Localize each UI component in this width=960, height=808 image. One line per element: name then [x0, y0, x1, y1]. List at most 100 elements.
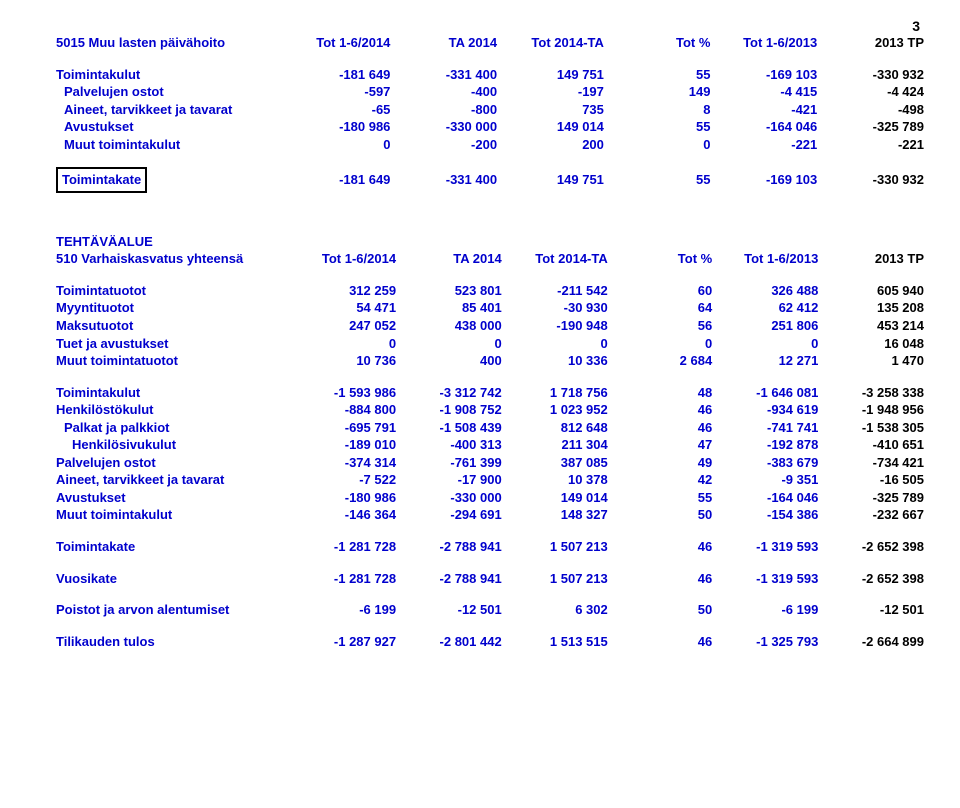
cell: -2 664 899 [824, 633, 930, 651]
cell: -325 789 [824, 489, 930, 507]
cell: 1 470 [824, 352, 930, 370]
cell: 0 [718, 335, 824, 353]
cell: 135 208 [824, 299, 930, 317]
cell: -1 319 593 [718, 570, 824, 588]
cell: 48 [614, 384, 718, 402]
table-row: Palkat ja palkkiot-695 791-1 508 439812 … [50, 419, 930, 437]
cell: -211 542 [508, 282, 614, 300]
cell: 1 507 213 [508, 570, 614, 588]
table-row: Aineet, tarvikkeet ja tavarat-65-8007358… [50, 101, 930, 119]
cell: -331 400 [396, 66, 503, 84]
cell: 211 304 [508, 436, 614, 454]
cell: -294 691 [402, 506, 508, 524]
cell: -197 [503, 83, 610, 101]
cell: 50 [614, 601, 718, 619]
row-label: Avustukset [50, 118, 290, 136]
table-row: Avustukset-180 986-330 000149 01455-164 … [50, 489, 930, 507]
cell: -734 421 [824, 454, 930, 472]
cell: -17 900 [402, 471, 508, 489]
cell: -232 667 [824, 506, 930, 524]
cell: 605 940 [824, 282, 930, 300]
cell: 1 513 515 [508, 633, 614, 651]
cell: 55 [614, 489, 718, 507]
cell: -934 619 [718, 401, 824, 419]
table-row: Henkilöstökulut-884 800-1 908 7521 023 9… [50, 401, 930, 419]
cell: 8 [610, 101, 717, 119]
cell: 16 048 [824, 335, 930, 353]
row-label: Muut toimintatuotot [50, 352, 296, 370]
cell: 42 [614, 471, 718, 489]
toimintakate-row: Toimintakate -1 281 728 -2 788 941 1 507… [50, 538, 930, 556]
cell: 0 [508, 335, 614, 353]
cell: -164 046 [716, 118, 823, 136]
table-row: Muut toimintatuotot10 73640010 3362 6841… [50, 352, 930, 370]
tulos-row: Tilikauden tulos -1 287 927 -2 801 442 1… [50, 633, 930, 651]
row-label: Tuet ja avustukset [50, 335, 296, 353]
cell: -12 501 [824, 601, 930, 619]
toimintakate-label: Toimintakate [56, 167, 147, 193]
cell: -331 400 [396, 167, 503, 193]
cell: -2 652 398 [824, 538, 930, 556]
cell: -325 789 [823, 118, 930, 136]
cell: -180 986 [290, 118, 397, 136]
cell: -421 [716, 101, 823, 119]
cell: 812 648 [508, 419, 614, 437]
cell: -169 103 [716, 66, 823, 84]
col-header: 2013 TP [824, 250, 930, 268]
cell: -3 312 742 [402, 384, 508, 402]
cell: -383 679 [718, 454, 824, 472]
row-label: Myyntituotot [50, 299, 296, 317]
cell: 55 [610, 167, 717, 193]
cell: -30 930 [508, 299, 614, 317]
cell: 10 378 [508, 471, 614, 489]
cell: -146 364 [296, 506, 402, 524]
col-header: Tot % [614, 250, 718, 268]
cell: -2 652 398 [824, 570, 930, 588]
col-header: Tot 2014-TA [508, 250, 614, 268]
cell: -169 103 [716, 167, 823, 193]
cell: 55 [610, 66, 717, 84]
cell: 54 471 [296, 299, 402, 317]
cell: -330 000 [396, 118, 503, 136]
cell: -695 791 [296, 419, 402, 437]
cell: 10 736 [296, 352, 402, 370]
poistot-row: Poistot ja arvon alentumiset -6 199 -12 … [50, 601, 930, 619]
cell: -154 386 [718, 506, 824, 524]
cell: 251 806 [718, 317, 824, 335]
cell: 149 751 [503, 66, 610, 84]
cell: 326 488 [718, 282, 824, 300]
cell: 312 259 [296, 282, 402, 300]
cell: -192 878 [718, 436, 824, 454]
table-row: Myyntituotot54 47185 401-30 9306462 4121… [50, 299, 930, 317]
row-label: Palvelujen ostot [50, 454, 296, 472]
cell: -597 [290, 83, 397, 101]
row-label: Maksutuotot [50, 317, 296, 335]
cell: 735 [503, 101, 610, 119]
table-section-2: TEHTÄVÄALUE 510 Varhaiskasvatus yhteensä… [50, 233, 930, 650]
col-header: Tot 1-6/2014 [296, 250, 402, 268]
cell: 149 751 [503, 167, 610, 193]
cell: -180 986 [296, 489, 402, 507]
row-label: Vuosikate [50, 570, 296, 588]
row-label: Henkilösivukulut [50, 436, 296, 454]
cell: 12 271 [718, 352, 824, 370]
cell: -1 508 439 [402, 419, 508, 437]
row-label: Henkilöstökulut [50, 401, 296, 419]
col-header: 2013 TP [823, 34, 930, 52]
tehtavaalue-heading: TEHTÄVÄALUE [50, 233, 930, 251]
cell: 10 336 [508, 352, 614, 370]
section2-title: 510 Varhaiskasvatus yhteensä [50, 250, 296, 268]
table-row: Tuet ja avustukset0000016 048 [50, 335, 930, 353]
cell: 46 [614, 538, 718, 556]
col-header: TA 2014 [396, 34, 503, 52]
cell: 148 327 [508, 506, 614, 524]
cell: 453 214 [824, 317, 930, 335]
cell: 0 [614, 335, 718, 353]
cell: 46 [614, 633, 718, 651]
row-label: Toimintakulut [50, 66, 290, 84]
cell: -330 000 [402, 489, 508, 507]
col-header: Tot 1-6/2013 [718, 250, 824, 268]
cell: -800 [396, 101, 503, 119]
cell: -4 424 [823, 83, 930, 101]
cell: 0 [290, 136, 397, 154]
